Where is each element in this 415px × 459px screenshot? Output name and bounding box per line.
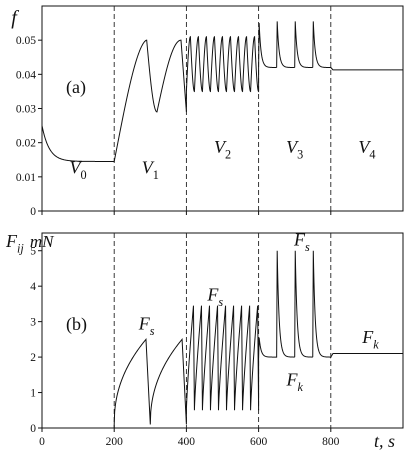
region-label-base: V <box>286 137 299 157</box>
plot-frame <box>41 232 404 429</box>
y-axis-label-base: F <box>5 231 18 251</box>
region-label-base: V <box>70 157 83 177</box>
y-tick-label: 0.05 <box>16 35 36 47</box>
force-annotation-base: F <box>285 369 298 389</box>
force-annotation-subscript: k <box>297 380 303 394</box>
y-tick-label: 0.01 <box>16 172 36 184</box>
region-label-base: V <box>142 157 155 177</box>
force-annotation-subscript: k <box>373 337 379 351</box>
region-label-subscript: 4 <box>369 147 375 161</box>
force-annotation-base: F <box>138 313 151 333</box>
y-tick-label: 1 <box>30 388 36 400</box>
panel-label: (b) <box>66 314 87 335</box>
force-annotation-subscript: s <box>305 240 310 254</box>
series-line <box>41 21 403 162</box>
y-axis-unit: mN <box>30 232 55 251</box>
region-label-subscript: 2 <box>225 147 231 161</box>
x-tick-label: 800 <box>322 436 340 448</box>
y-tick-label: 0.03 <box>16 104 36 116</box>
x-tick-label: 0 <box>39 436 45 448</box>
region-label-subscript: 3 <box>297 147 303 161</box>
y-tick-label: 0 <box>30 423 36 435</box>
x-tick-label: 600 <box>250 436 268 448</box>
force-annotation: Fs <box>138 313 155 337</box>
y-tick-label: 0 <box>30 206 36 218</box>
region-label-subscript: 0 <box>81 168 87 182</box>
region-label-base: V <box>214 137 227 157</box>
force-annotation: Fk <box>361 327 379 351</box>
x-axis-label-base: t <box>374 431 380 451</box>
y-tick-label: 0.04 <box>16 69 36 81</box>
y-axis-label: f <box>11 7 19 29</box>
force-annotation: Fs <box>206 284 223 308</box>
panel-label: (a) <box>66 77 86 98</box>
y-tick-label: 4 <box>30 281 36 293</box>
y-tick-label: 3 <box>30 317 36 329</box>
y-axis-label: Fij mN <box>5 231 55 255</box>
force-annotation-subscript: s <box>150 324 155 338</box>
y-tick-label: 2 <box>30 352 36 364</box>
force-annotation-base: F <box>293 229 306 249</box>
y-axis-label-subscript: ij <box>17 241 24 255</box>
x-axis-label: t, s <box>374 431 395 451</box>
force-annotation: Fs <box>293 229 310 253</box>
y-tick-label: 5 <box>30 246 36 258</box>
force-annotation-base: F <box>361 327 374 347</box>
force-annotation-base: F <box>206 284 219 304</box>
region-label-subscript: 1 <box>153 168 159 182</box>
force-annotation: Fk <box>285 369 303 393</box>
region-label: V3 <box>286 137 303 161</box>
region-label: V2 <box>214 137 231 161</box>
region-label-base: V <box>358 137 371 157</box>
force-annotation-subscript: s <box>218 295 223 309</box>
y-tick-label: 0.02 <box>16 138 36 150</box>
region-label: V0 <box>70 157 87 181</box>
x-tick-label: 400 <box>178 436 196 448</box>
x-tick-label: 200 <box>106 436 124 448</box>
region-label: V1 <box>142 157 159 181</box>
series-line <box>42 250 403 429</box>
region-label: V4 <box>358 137 375 161</box>
x-axis-label-unit: , s <box>379 431 395 451</box>
